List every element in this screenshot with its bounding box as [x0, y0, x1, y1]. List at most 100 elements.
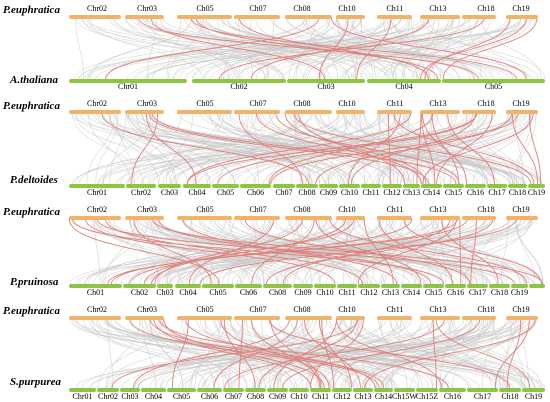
highlight-link: [251, 318, 321, 389]
synteny-link: [234, 112, 496, 185]
synteny-link: [510, 318, 525, 389]
highlight-link: [220, 318, 330, 389]
synteny-link: [75, 17, 84, 80]
highlight-link: [185, 318, 376, 389]
synteny-link: [305, 17, 338, 80]
synteny-link: [498, 318, 516, 389]
top-chromosome-label: Ch11: [386, 305, 403, 314]
top-chromosome-bar: [285, 110, 332, 114]
highlight-link: [421, 112, 436, 185]
top-chromosome-label: Ch10: [338, 4, 355, 13]
bottom-chromosome-label: Ch04: [188, 188, 205, 197]
synteny-link: [105, 318, 350, 389]
top-chromosome-label: Ch07: [249, 205, 266, 214]
synteny-link: [150, 218, 227, 285]
bottom-chromosome-bar: [487, 184, 507, 188]
bottom-chromosome-label: Ch14: [375, 392, 392, 401]
top-chromosome-bar: [377, 216, 412, 220]
synteny-link: [87, 17, 433, 80]
highlight-link: [270, 112, 519, 185]
synteny-link: [344, 318, 452, 389]
bottom-chromosome-label: Ch15W: [392, 392, 417, 401]
highlight-link: [436, 112, 493, 185]
synteny-link: [74, 17, 306, 80]
synteny-link: [230, 318, 491, 389]
highlight-link: [159, 318, 449, 389]
synteny-link: [380, 318, 537, 389]
bottom-chromosome-label: Chr01: [73, 392, 93, 401]
top-species-label: P.euphratica: [3, 4, 60, 16]
top-chromosome-label: Ch05: [196, 205, 213, 214]
synteny-link: [469, 17, 482, 80]
synteny-link: [147, 17, 157, 80]
bottom-chromosome-bar: [263, 284, 292, 288]
synteny-link: [381, 112, 532, 185]
synteny-link: [378, 218, 497, 285]
bottom-chromosome-label: Ch05: [217, 188, 234, 197]
highlight-link: [441, 218, 499, 285]
bottom-chromosome-bar: [97, 388, 119, 392]
synteny-link: [480, 17, 542, 80]
synteny-link: [379, 218, 455, 285]
synteny-link: [340, 17, 528, 80]
synteny-link: [169, 218, 487, 285]
top-chromosome-bar: [462, 110, 496, 114]
synteny-link: [447, 318, 534, 389]
synteny-link: [315, 218, 532, 285]
bottom-chromosome-label: Ch08: [298, 188, 315, 197]
bottom-chromosome-bar: [319, 184, 338, 188]
synteny-link: [403, 17, 435, 80]
synteny-link: [420, 218, 489, 285]
top-chromosome-bar: [125, 316, 164, 320]
bottom-chromosome-bar: [202, 284, 234, 288]
panel-3: Chr02 Chr03 Ch05 Ch07 Ch08 Ch10 Ch11 Ch13 Ch18 Ch…: [3, 205, 545, 297]
synteny-link: [288, 112, 515, 185]
bottom-chromosome-bar: [69, 184, 125, 188]
highlight-link: [459, 218, 462, 285]
synteny-link: [290, 318, 393, 389]
bottom-chromosome-bar: [439, 388, 466, 392]
top-chromosome-label: Ch07: [249, 4, 266, 13]
bottom-chromosome-bar: [267, 388, 288, 392]
bottom-chromosome-bar: [175, 284, 201, 288]
bottom-chromosome-label: Ch17: [469, 288, 486, 297]
synteny-link: [113, 218, 273, 285]
highlight-link: [133, 318, 290, 389]
top-chromosome-label: Chr02: [87, 205, 107, 214]
synteny-link: [107, 318, 114, 389]
bottom-chromosome-bar: [273, 184, 295, 188]
synteny-link: [95, 112, 119, 185]
synteny-link: [412, 112, 432, 185]
synteny-link: [428, 112, 433, 185]
highlight-link: [104, 17, 320, 80]
bottom-chromosome-bar: [337, 284, 357, 288]
synteny-link: [379, 318, 408, 389]
top-chromosome-label: Ch11: [386, 99, 403, 108]
synteny-link: [121, 318, 434, 389]
highlight-link: [321, 318, 334, 389]
bottom-chromosome-bar: [69, 284, 122, 288]
synteny-link: [176, 218, 271, 285]
bottom-chromosome-bar: [167, 388, 196, 392]
synteny-link: [473, 112, 531, 185]
top-chromosome-bar: [420, 110, 460, 114]
synteny-link: [462, 218, 531, 285]
synteny-link: [159, 17, 282, 80]
top-chromosome-label: Ch13: [429, 305, 446, 314]
bottom-chromosome-bar: [529, 284, 545, 288]
top-chromosome-label: Ch18: [477, 99, 494, 108]
highlight-link: [431, 112, 460, 185]
highlight-link: [258, 318, 358, 389]
top-species-label: P.euphratica: [3, 305, 60, 317]
top-chromosome-label: Ch18: [477, 205, 494, 214]
synteny-link: [145, 112, 304, 185]
bottom-species-label: A.thaliana: [9, 74, 58, 86]
synteny-link: [88, 112, 131, 185]
highlight-link: [350, 112, 476, 185]
bottom-chromosome-bar: [223, 388, 244, 392]
bottom-chromosome-label: Ch15Z: [416, 392, 438, 401]
highlight-link: [133, 218, 212, 285]
top-chromosome-label: Chr03: [137, 205, 157, 214]
synteny-link: [437, 218, 533, 285]
